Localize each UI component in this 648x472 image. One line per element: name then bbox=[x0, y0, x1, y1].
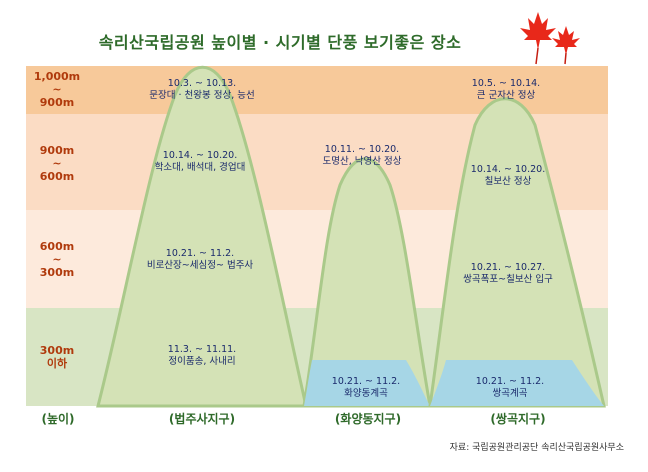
band-label-3: 600m ~ 300m bbox=[26, 240, 88, 279]
hwayang-spot-2: 10.21. ~ 11.2. 화양동계곡 bbox=[332, 376, 400, 400]
spot-place: 쌍곡계곡 bbox=[492, 388, 528, 399]
band-label-top: 600m bbox=[39, 240, 75, 253]
ssanggok-spot-1: 10.5. ~ 10.14. 큰 군자산 정상 bbox=[472, 78, 540, 102]
axis-height-label: (높이) bbox=[41, 412, 75, 426]
spot-dates: 10.14. ~ 10.20. bbox=[162, 150, 238, 161]
ssanggok-valley bbox=[430, 360, 604, 406]
spot-place: 학소대, 배석대, 경업대 bbox=[154, 162, 246, 173]
spot-place: 칠보산 정상 bbox=[484, 176, 532, 187]
spot-dates: 10.14. ~ 10.20. bbox=[470, 164, 546, 175]
axis-area-beopju: (법주사지구) bbox=[168, 412, 236, 426]
band-label-1: 1,000m ~ 900m bbox=[26, 70, 88, 109]
band-label-top: 300m bbox=[39, 344, 75, 357]
spot-dates: 10.5. ~ 10.14. bbox=[471, 78, 541, 89]
spot-dates: 10.21. ~ 10.27. bbox=[470, 262, 546, 273]
beopju-spot-2: 10.14. ~ 10.20. 학소대, 배석대, 경업대 bbox=[155, 150, 246, 174]
ssanggok-spot-3: 10.21. ~ 10.27. 쌍곡폭포~칠보산 입구 bbox=[463, 262, 553, 286]
ssanggok-mountain bbox=[428, 97, 606, 408]
band-label-mid: ~ bbox=[52, 253, 62, 266]
axis-area-hwayang: (화양동지구) bbox=[334, 412, 402, 426]
band-label-bottom: 300m bbox=[39, 266, 75, 279]
spot-dates: 10.11. ~ 10.20. bbox=[324, 144, 400, 155]
beopju-spot-4: 11.3. ~ 11.11. 정이품송, 사내리 bbox=[168, 344, 236, 368]
spot-dates: 10.21. ~ 11.2. bbox=[475, 376, 545, 387]
beopju-spot-1: 10.3. ~ 10.13. 문장대 · 천왕봉 정상, 능선 bbox=[149, 78, 255, 102]
band-label-bottom: 이하 bbox=[46, 357, 68, 370]
band-label-mid: ~ bbox=[52, 83, 62, 96]
band-label-top: 900m bbox=[39, 144, 75, 157]
spot-place: 도명산, 낙영산 정상 bbox=[322, 156, 402, 167]
ssanggok-spot-2: 10.14. ~ 10.20. 칠보산 정상 bbox=[471, 164, 545, 188]
band-label-bottom: 900m bbox=[39, 96, 75, 109]
page-title: 속리산국립공원 높이별 · 시기별 단풍 보기좋은 장소 bbox=[98, 33, 462, 52]
band-label-4: 300m 이하 bbox=[26, 344, 88, 370]
spot-dates: 10.21. ~ 11.2. bbox=[331, 376, 401, 387]
spot-dates: 10.21. ~ 11.2. bbox=[165, 248, 235, 259]
spot-place: 쌍곡폭포~칠보산 입구 bbox=[463, 274, 553, 285]
spot-place: 문장대 · 천왕봉 정상, 능선 bbox=[149, 90, 255, 101]
band-label-mid: ~ bbox=[52, 157, 62, 170]
band-label-top: 1,000m bbox=[33, 70, 81, 83]
spot-place: 비로산장~세심정~ 법주사 bbox=[146, 260, 254, 271]
band-label-2: 900m ~ 600m bbox=[26, 144, 88, 183]
band-label-bottom: 600m bbox=[39, 170, 75, 183]
spot-dates: 11.3. ~ 11.11. bbox=[167, 344, 237, 355]
beopju-mountain bbox=[96, 65, 308, 408]
spot-place: 화양동계곡 bbox=[344, 388, 388, 399]
hwayang-valley bbox=[304, 360, 430, 406]
spot-place: 정이품송, 사내리 bbox=[168, 356, 236, 367]
axis-area-ssanggok: (쌍곡지구) bbox=[490, 412, 546, 426]
maple-leaf-icon bbox=[520, 12, 580, 65]
source-note: 자료: 국립공원관리공단 속리산국립공원사무소 bbox=[449, 443, 624, 453]
ssanggok-spot-4: 10.21. ~ 11.2. 쌍곡계곡 bbox=[476, 376, 544, 400]
beopju-spot-3: 10.21. ~ 11.2. 비로산장~세심정~ 법주사 bbox=[147, 248, 253, 272]
spot-dates: 10.3. ~ 10.13. bbox=[167, 78, 237, 89]
hwayang-mountain bbox=[302, 157, 432, 408]
hwayang-spot-1: 10.11. ~ 10.20. 도명산, 낙영산 정상 bbox=[323, 144, 402, 168]
spot-place: 큰 군자산 정상 bbox=[476, 90, 536, 101]
